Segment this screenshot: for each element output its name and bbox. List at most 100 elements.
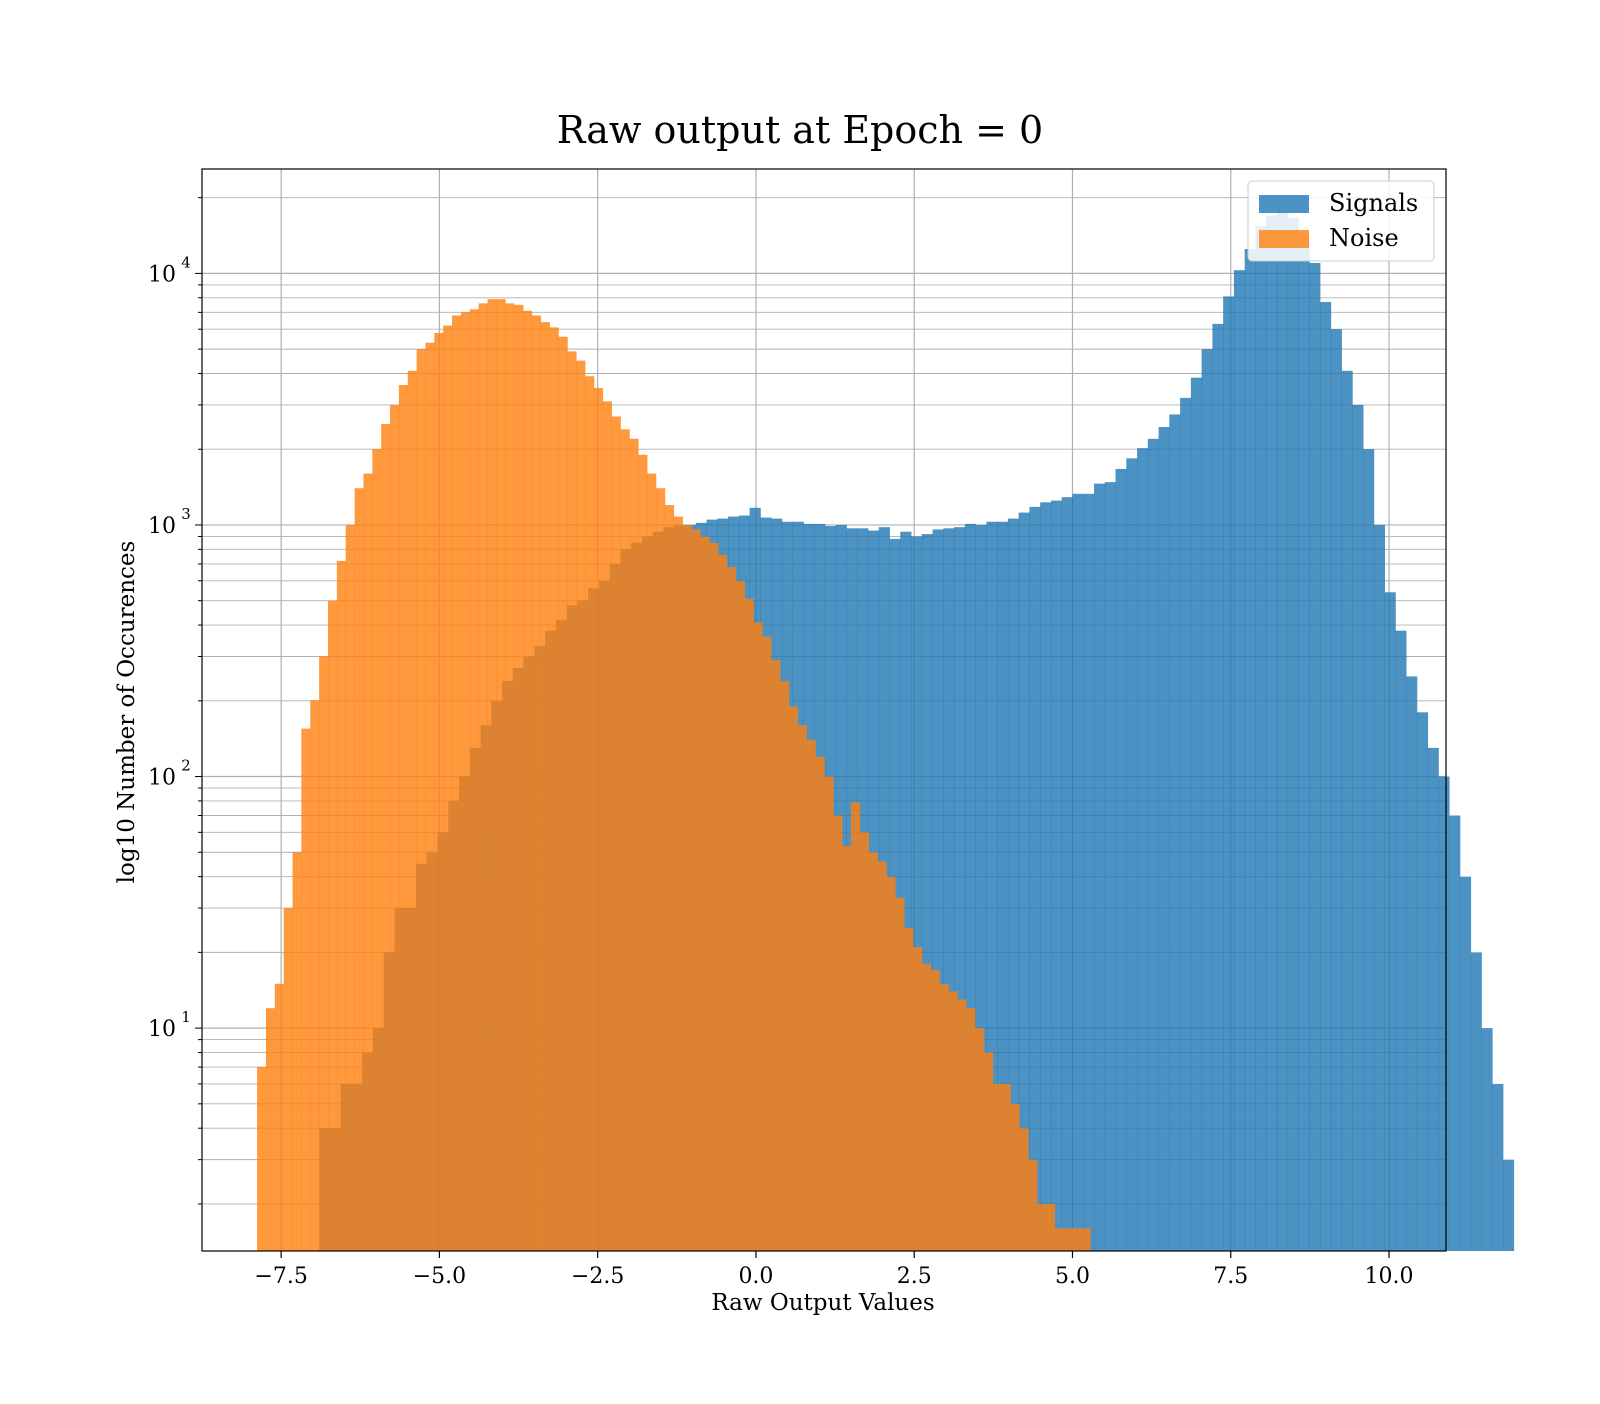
bar-noise bbox=[469, 309, 480, 1251]
bar-noise bbox=[673, 516, 683, 1251]
bar-noise bbox=[664, 505, 675, 1251]
bar-noise bbox=[398, 385, 409, 1251]
bar-noise bbox=[771, 660, 781, 1251]
bar-noise bbox=[833, 815, 843, 1251]
bar-signals bbox=[1492, 1083, 1504, 1251]
bar-noise bbox=[780, 680, 790, 1251]
bar-noise bbox=[496, 299, 506, 1251]
bar-noise bbox=[753, 622, 763, 1251]
legend-label-noise: Noise bbox=[1329, 224, 1399, 252]
bar-noise bbox=[638, 454, 648, 1251]
bar-noise bbox=[647, 473, 657, 1251]
chart-title: Raw output at Epoch = 0 bbox=[557, 108, 1043, 152]
bar-noise bbox=[611, 416, 621, 1251]
bar-noise bbox=[1072, 1228, 1082, 1251]
bar-noise bbox=[788, 706, 799, 1251]
bar-noise bbox=[1001, 1083, 1011, 1251]
bar-signals bbox=[1395, 630, 1407, 1251]
bar-noise bbox=[842, 845, 852, 1251]
bar-noise bbox=[709, 542, 719, 1251]
bar-noise bbox=[1054, 1228, 1065, 1251]
legend-swatch-signals bbox=[1259, 195, 1309, 213]
bar-signals bbox=[1061, 497, 1073, 1251]
bar-signals bbox=[1018, 512, 1030, 1251]
series-noise bbox=[257, 299, 1091, 1252]
bar-noise bbox=[1028, 1159, 1038, 1251]
bar-noise bbox=[868, 852, 878, 1251]
bar-signals bbox=[1169, 414, 1181, 1251]
bar-signals bbox=[1147, 438, 1159, 1251]
bar-noise bbox=[983, 1052, 994, 1251]
bar-signals bbox=[1416, 712, 1429, 1251]
bar-noise bbox=[629, 438, 639, 1251]
x-tick-label: 2.5 bbox=[897, 1264, 932, 1289]
bar-signals bbox=[1298, 236, 1310, 1251]
bar-signals bbox=[1040, 502, 1052, 1251]
bar-noise bbox=[416, 349, 426, 1251]
bar-signals bbox=[954, 527, 966, 1251]
x-ticks: −7.5 −5.0 −2.5 0.0 2.5 5.0 7.5 10.0 bbox=[254, 1251, 1414, 1289]
bar-noise bbox=[381, 423, 391, 1251]
bar-noise bbox=[319, 656, 329, 1251]
legend: Signals Noise bbox=[1247, 180, 1435, 262]
bar-noise bbox=[1081, 1228, 1091, 1251]
bar-noise bbox=[390, 404, 400, 1252]
bar-signals bbox=[1287, 218, 1299, 1252]
y-tick-label: 10 bbox=[148, 1017, 176, 1042]
bar-noise bbox=[522, 310, 533, 1251]
bar-signals bbox=[1470, 952, 1482, 1251]
bar-noise bbox=[514, 304, 524, 1251]
bar-signals bbox=[943, 528, 955, 1251]
bar-noise bbox=[274, 983, 285, 1251]
bar-signals bbox=[1233, 270, 1246, 1251]
x-tick-label: 10.0 bbox=[1365, 1264, 1414, 1289]
y-axis-label: log10 Number of Occurences bbox=[114, 541, 140, 884]
x-tick-label: 0.0 bbox=[738, 1264, 773, 1289]
bar-signals bbox=[1104, 482, 1116, 1252]
bar-signals bbox=[1158, 427, 1170, 1251]
bar-noise bbox=[531, 315, 542, 1252]
bar-signals bbox=[1083, 493, 1095, 1251]
bar-noise bbox=[257, 1067, 267, 1251]
y-tick-label: 10 bbox=[148, 262, 176, 287]
bar-noise bbox=[336, 560, 347, 1251]
bar-signals bbox=[1481, 1028, 1493, 1251]
bar-noise bbox=[478, 303, 488, 1251]
bar-noise bbox=[558, 336, 568, 1252]
bar-signals bbox=[1459, 876, 1472, 1251]
bar-noise bbox=[717, 554, 728, 1251]
y-tick-label: 10 bbox=[148, 766, 176, 791]
bar-noise bbox=[327, 600, 338, 1251]
bar-noise bbox=[744, 598, 754, 1251]
bar-signals bbox=[1330, 329, 1342, 1251]
bar-noise bbox=[850, 802, 861, 1251]
bar-noise bbox=[957, 999, 967, 1251]
bar-signals bbox=[1276, 212, 1289, 1251]
bar-signals bbox=[1244, 249, 1256, 1251]
bar-noise bbox=[912, 947, 923, 1251]
bar-signals bbox=[997, 521, 1009, 1251]
bar-signals bbox=[1072, 493, 1084, 1251]
bar-noise bbox=[1037, 1203, 1047, 1251]
bar-signals bbox=[1223, 296, 1235, 1251]
bar-signals bbox=[1427, 747, 1439, 1251]
bar-signals bbox=[964, 523, 977, 1251]
bar-noise bbox=[620, 429, 630, 1251]
bar-signals bbox=[1449, 815, 1461, 1251]
bar-signals bbox=[1373, 524, 1385, 1251]
bar-noise bbox=[452, 315, 462, 1252]
bar-signals bbox=[1180, 397, 1192, 1252]
bar-signals bbox=[1309, 262, 1321, 1251]
bar-noise bbox=[301, 728, 311, 1251]
bar-noise bbox=[948, 991, 958, 1251]
bar-noise bbox=[877, 861, 887, 1251]
bar-noise bbox=[904, 927, 914, 1251]
x-axis-label: Raw Output Values bbox=[711, 1290, 934, 1316]
bar-noise bbox=[735, 580, 745, 1251]
plot-frame bbox=[201, 168, 1447, 1252]
x-tick-label: −2.5 bbox=[571, 1264, 624, 1289]
y-tick-exponent: 4 bbox=[181, 253, 191, 271]
bar-noise bbox=[797, 725, 807, 1251]
bar-noise bbox=[1019, 1128, 1029, 1251]
